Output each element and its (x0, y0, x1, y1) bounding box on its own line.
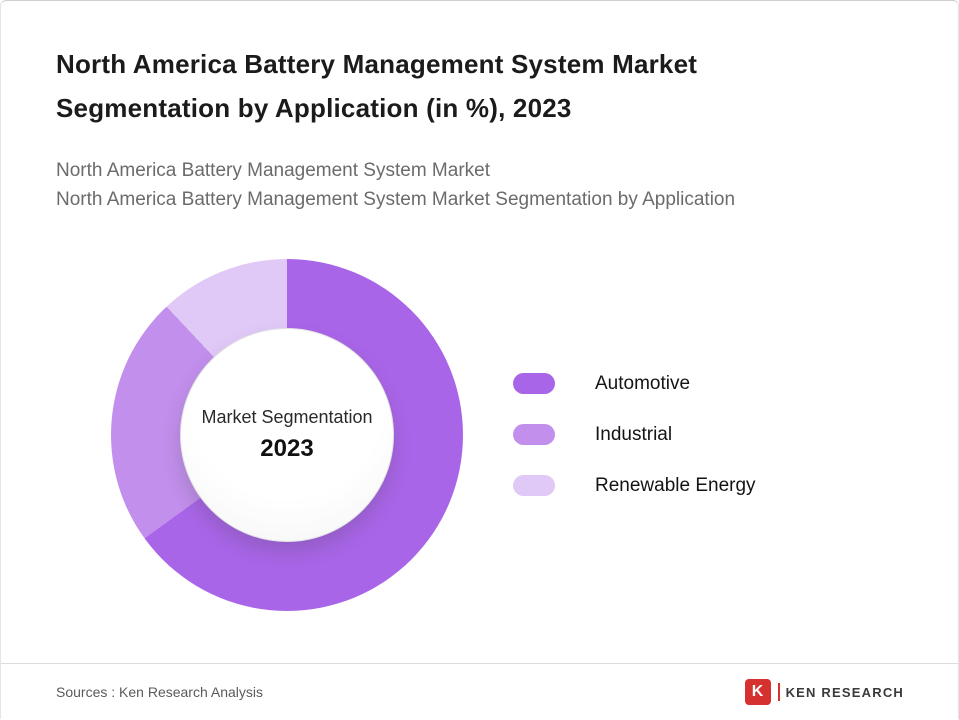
legend-item-automotive: Automotive (513, 373, 756, 394)
ken-research-logo: K KEN RESEARCH (744, 679, 904, 705)
legend-swatch-automotive (513, 373, 555, 394)
legend-label-renewable-energy: Renewable Energy (595, 474, 756, 496)
page-subtitle: North America Battery Management System … (56, 156, 735, 215)
page-title: North America Battery Management System … (56, 49, 698, 123)
legend-item-renewable-energy: Renewable Energy (513, 475, 756, 496)
source-text: Sources : Ken Research Analysis (56, 684, 263, 700)
ken-research-logo-text: KEN RESEARCH (785, 684, 904, 700)
subtitle-line-2: North America Battery Management System … (56, 189, 736, 211)
legend-label-automotive: Automotive (595, 372, 691, 394)
legend-swatch-industrial (513, 424, 555, 445)
donut-center-label: Market Segmentation (201, 407, 373, 427)
subtitle-line-1: North America Battery Management System … (56, 160, 490, 181)
legend-item-industrial: Industrial (513, 424, 756, 445)
chart-legend: Automotive Industrial Renewable Energy (513, 373, 756, 496)
donut-center-year: 2023 (260, 435, 314, 462)
legend-swatch-renewable-energy (513, 475, 555, 496)
logo-divider (777, 683, 780, 701)
legend-label-industrial: Industrial (595, 423, 673, 445)
ken-research-logo-icon: K (744, 679, 771, 705)
donut-center: Market Segmentation 2023 (180, 328, 394, 542)
footer: Sources : Ken Research Analysis K KEN RE… (1, 663, 958, 720)
donut-chart: Market Segmentation 2023 (111, 259, 463, 611)
